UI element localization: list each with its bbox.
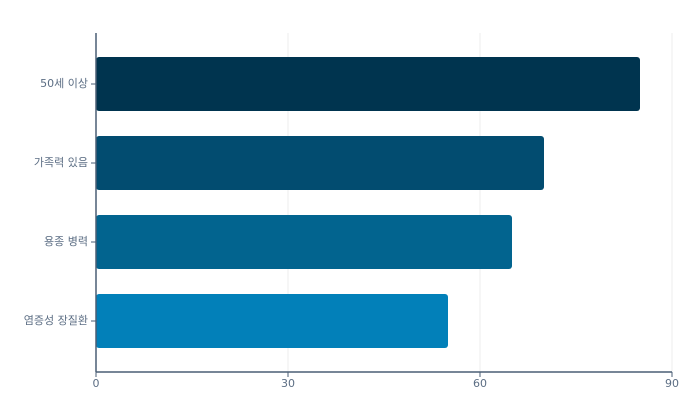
x-tick-label: 60 [473, 377, 487, 390]
y-tick-label: 용종 병력 [44, 235, 88, 248]
y-tick-label: 염증성 장질환 [24, 314, 88, 327]
bar [96, 136, 544, 190]
bar [96, 215, 512, 269]
bar [96, 57, 640, 111]
x-tick-label: 0 [93, 377, 100, 390]
bar [96, 294, 448, 348]
x-tick-label: 30 [281, 377, 295, 390]
y-tick-label: 가족력 있음 [34, 156, 88, 169]
y-tick-label: 50세 이상 [40, 77, 88, 90]
x-tick-label: 90 [665, 377, 679, 390]
